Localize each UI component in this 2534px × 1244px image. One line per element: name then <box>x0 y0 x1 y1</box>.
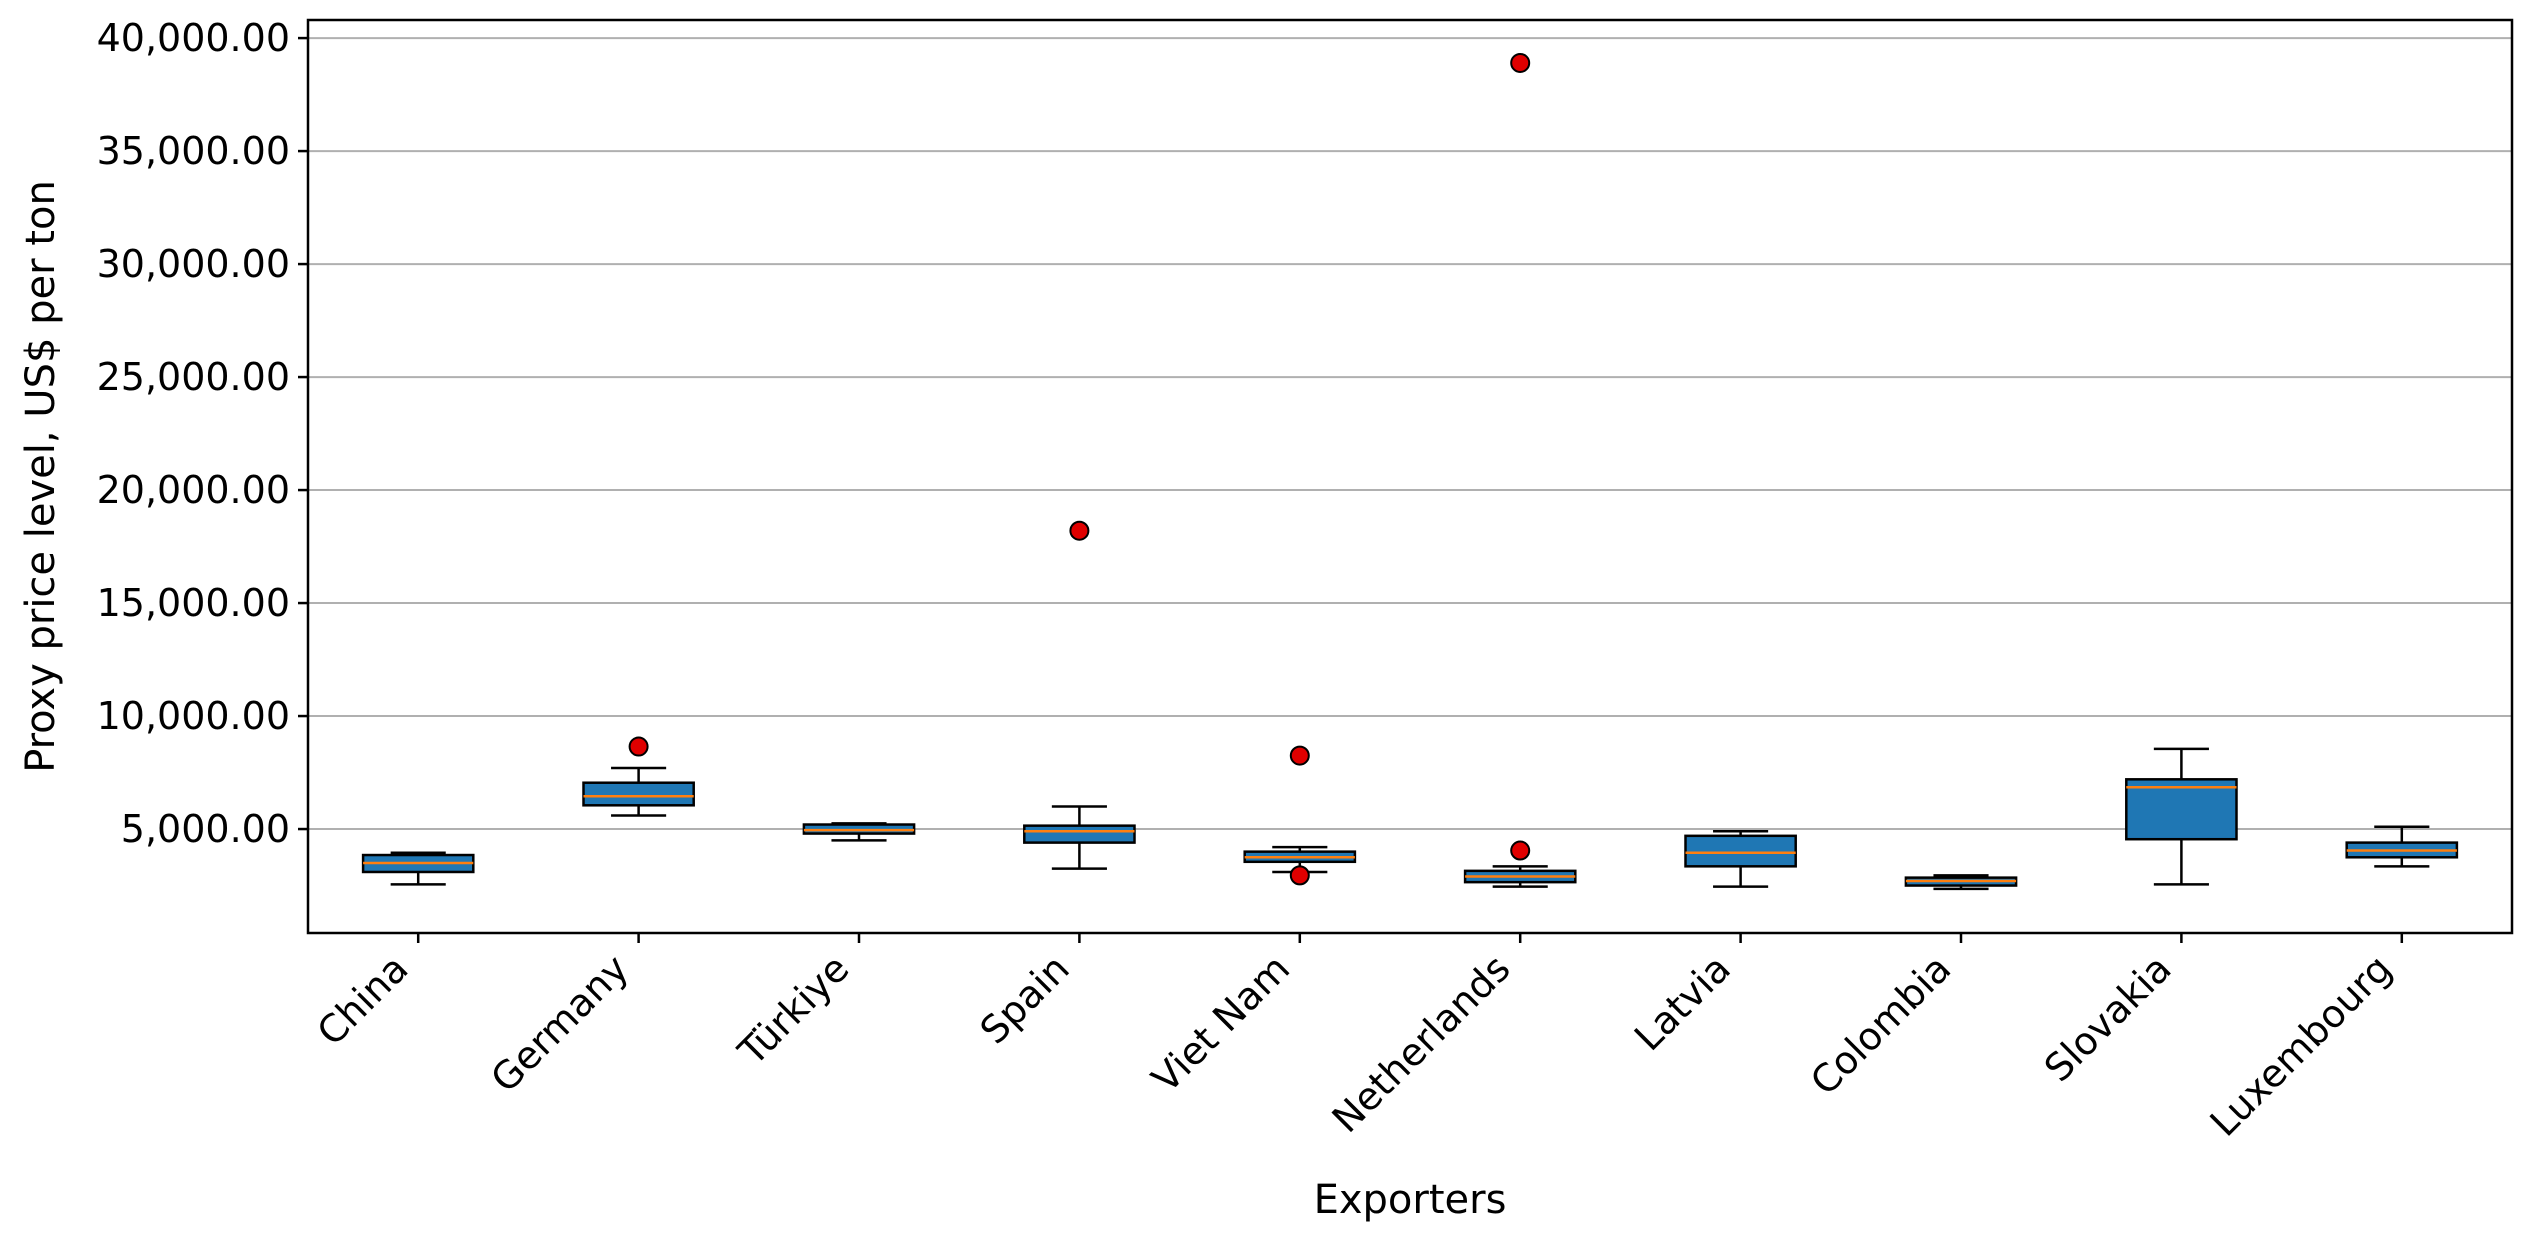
outlier-point <box>1510 840 1531 861</box>
box-slovakia <box>2125 747 2238 886</box>
outlier-point <box>628 736 649 757</box>
y-tick-label: 5,000.00 <box>121 807 290 851</box>
box-netherlands <box>1463 52 1577 888</box>
y-tick-label: 25,000.00 <box>97 355 290 399</box>
outlier-point <box>1510 52 1531 73</box>
gridlines <box>308 37 2512 831</box>
iqr-box <box>1023 824 1136 844</box>
box-viet-nam <box>1243 745 1357 886</box>
boxes <box>361 52 2459 891</box>
outlier-point <box>1069 520 1090 541</box>
plot-frame <box>306 18 2514 935</box>
box-luxembourg <box>2345 825 2459 868</box>
iqr-box <box>2125 778 2238 841</box>
y-tick-label: 30,000.00 <box>97 242 290 286</box>
box-t-rkiye <box>802 822 916 842</box>
box-spain <box>1023 520 1136 870</box>
iqr-box <box>582 781 695 807</box>
y-tick-label: 35,000.00 <box>97 129 290 173</box>
x-axis-title: Exporters <box>1314 1177 1507 1223</box>
y-tick-label: 10,000.00 <box>97 694 290 738</box>
y-tick-label: 20,000.00 <box>97 468 290 512</box>
iqr-box <box>1684 834 1797 868</box>
y-tick-label: 15,000.00 <box>97 581 290 625</box>
box-latvia <box>1684 830 1797 888</box>
box-colombia <box>1904 874 2018 891</box>
outlier-point <box>1289 745 1310 766</box>
box-china <box>361 851 475 886</box>
outlier-point <box>1289 865 1310 886</box>
box-germany <box>582 736 695 817</box>
y-axis-title: Proxy price level, US$ per ton <box>18 180 64 773</box>
y-tick-label: 40,000.00 <box>97 16 290 60</box>
